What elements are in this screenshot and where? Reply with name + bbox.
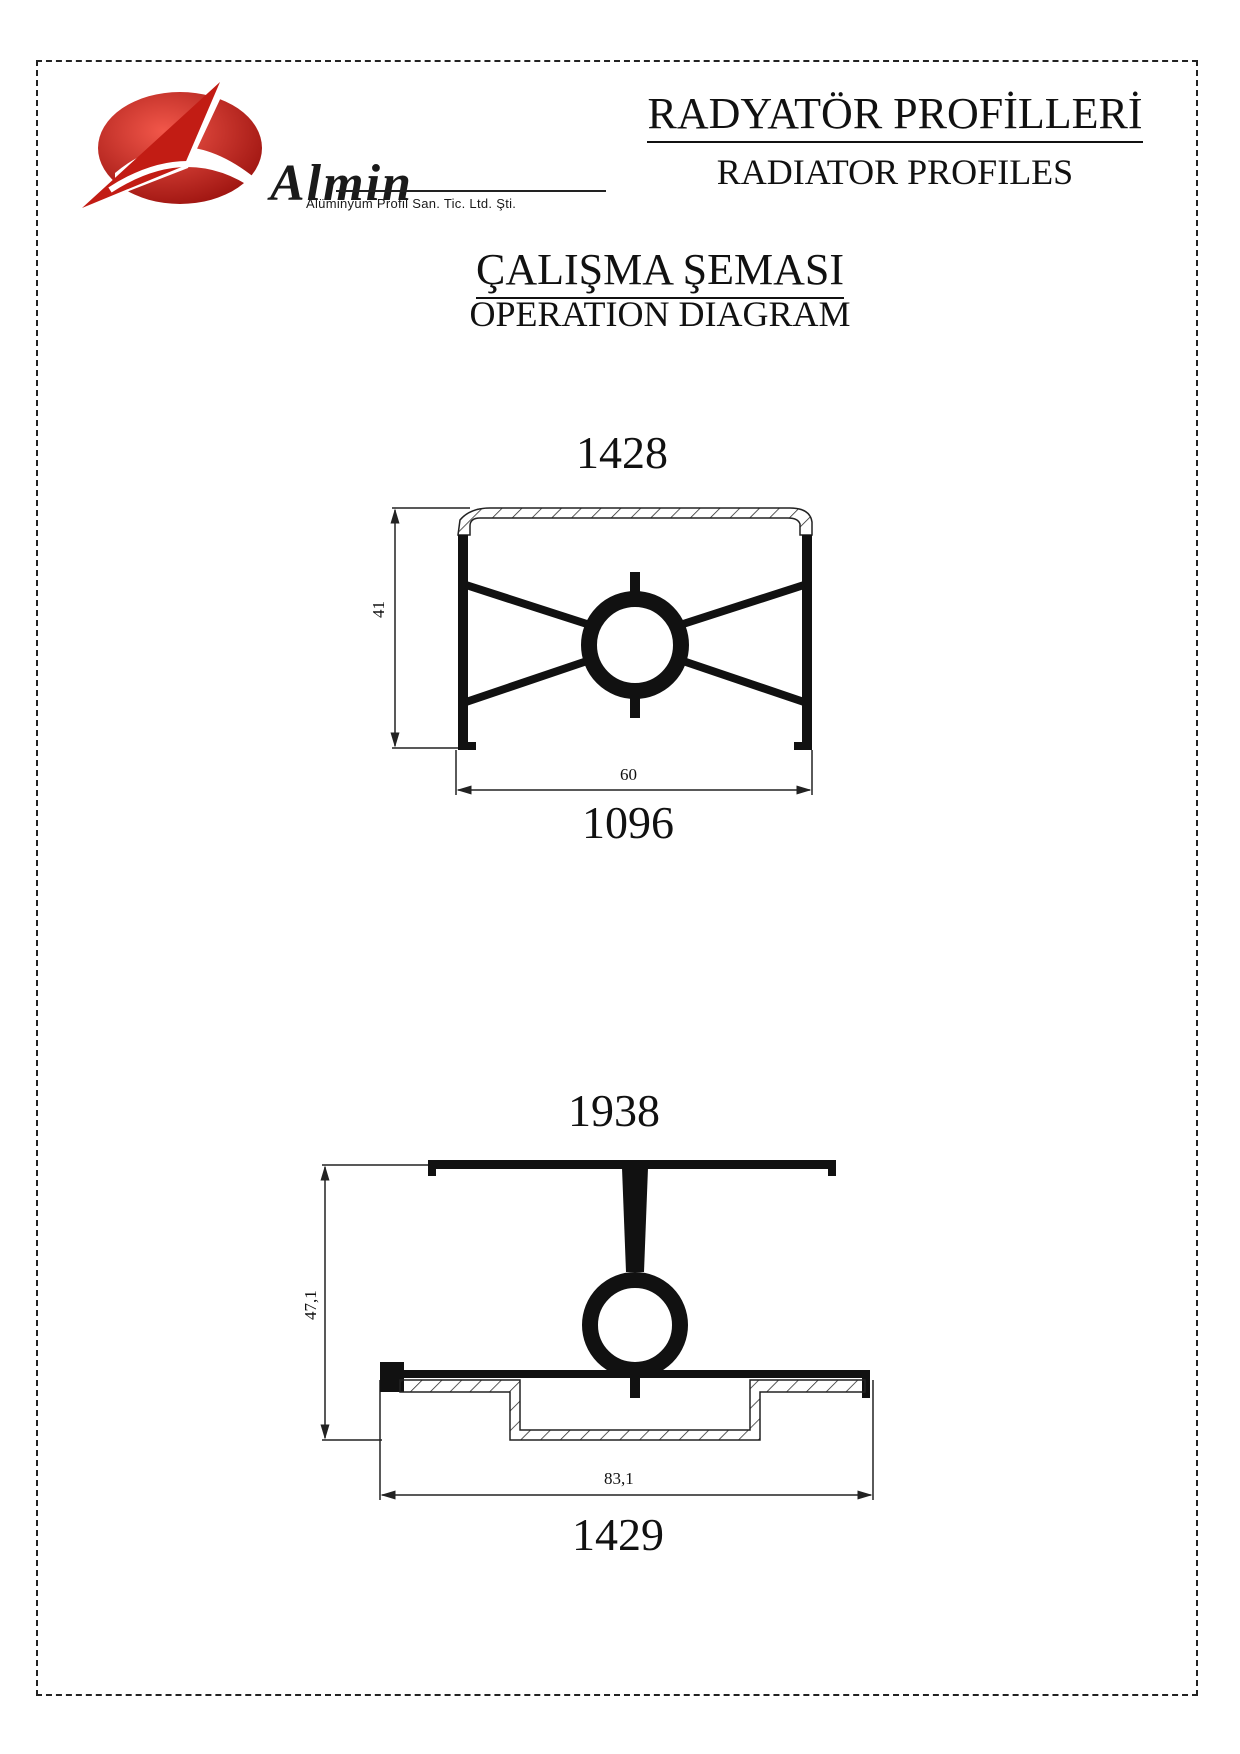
brand-name: Almin	[270, 155, 413, 212]
section-title-tr: ÇALIŞMA ŞEMASI	[360, 245, 960, 299]
profile-2-width-dim: 83,1	[604, 1469, 634, 1488]
page-title-en: RADIATOR PROFILES	[716, 152, 1074, 192]
brand-underline	[336, 190, 606, 192]
profile-1-bottom-code: 1096	[582, 797, 674, 848]
logo-emblem-icon	[80, 78, 262, 210]
brand-subtitle: Alüminyum Profil San. Tic. Ltd. Şti.	[306, 196, 517, 211]
profile-1-top-code: 1428	[576, 427, 668, 478]
profile-1-height-dim: 41	[369, 601, 388, 618]
brand-logo: Almin Alüminyum Profil San. Tic. Ltd. Şt…	[80, 78, 606, 228]
profile-1-drawing	[390, 507, 813, 795]
page-border	[36, 60, 1198, 1696]
profile-2-drawing	[320, 1160, 874, 1500]
section-title-en: OPERATION DIAGRAM	[469, 294, 851, 334]
profile-2-bottom-code: 1429	[572, 1509, 664, 1560]
profile-2-top-code: 1938	[568, 1085, 660, 1136]
profile-1-width-dim: 60	[620, 765, 637, 784]
page-title-tr: RADYATÖR PROFİLLERİ	[640, 89, 1150, 143]
profile-2-height-dim: 47,1	[301, 1290, 320, 1320]
